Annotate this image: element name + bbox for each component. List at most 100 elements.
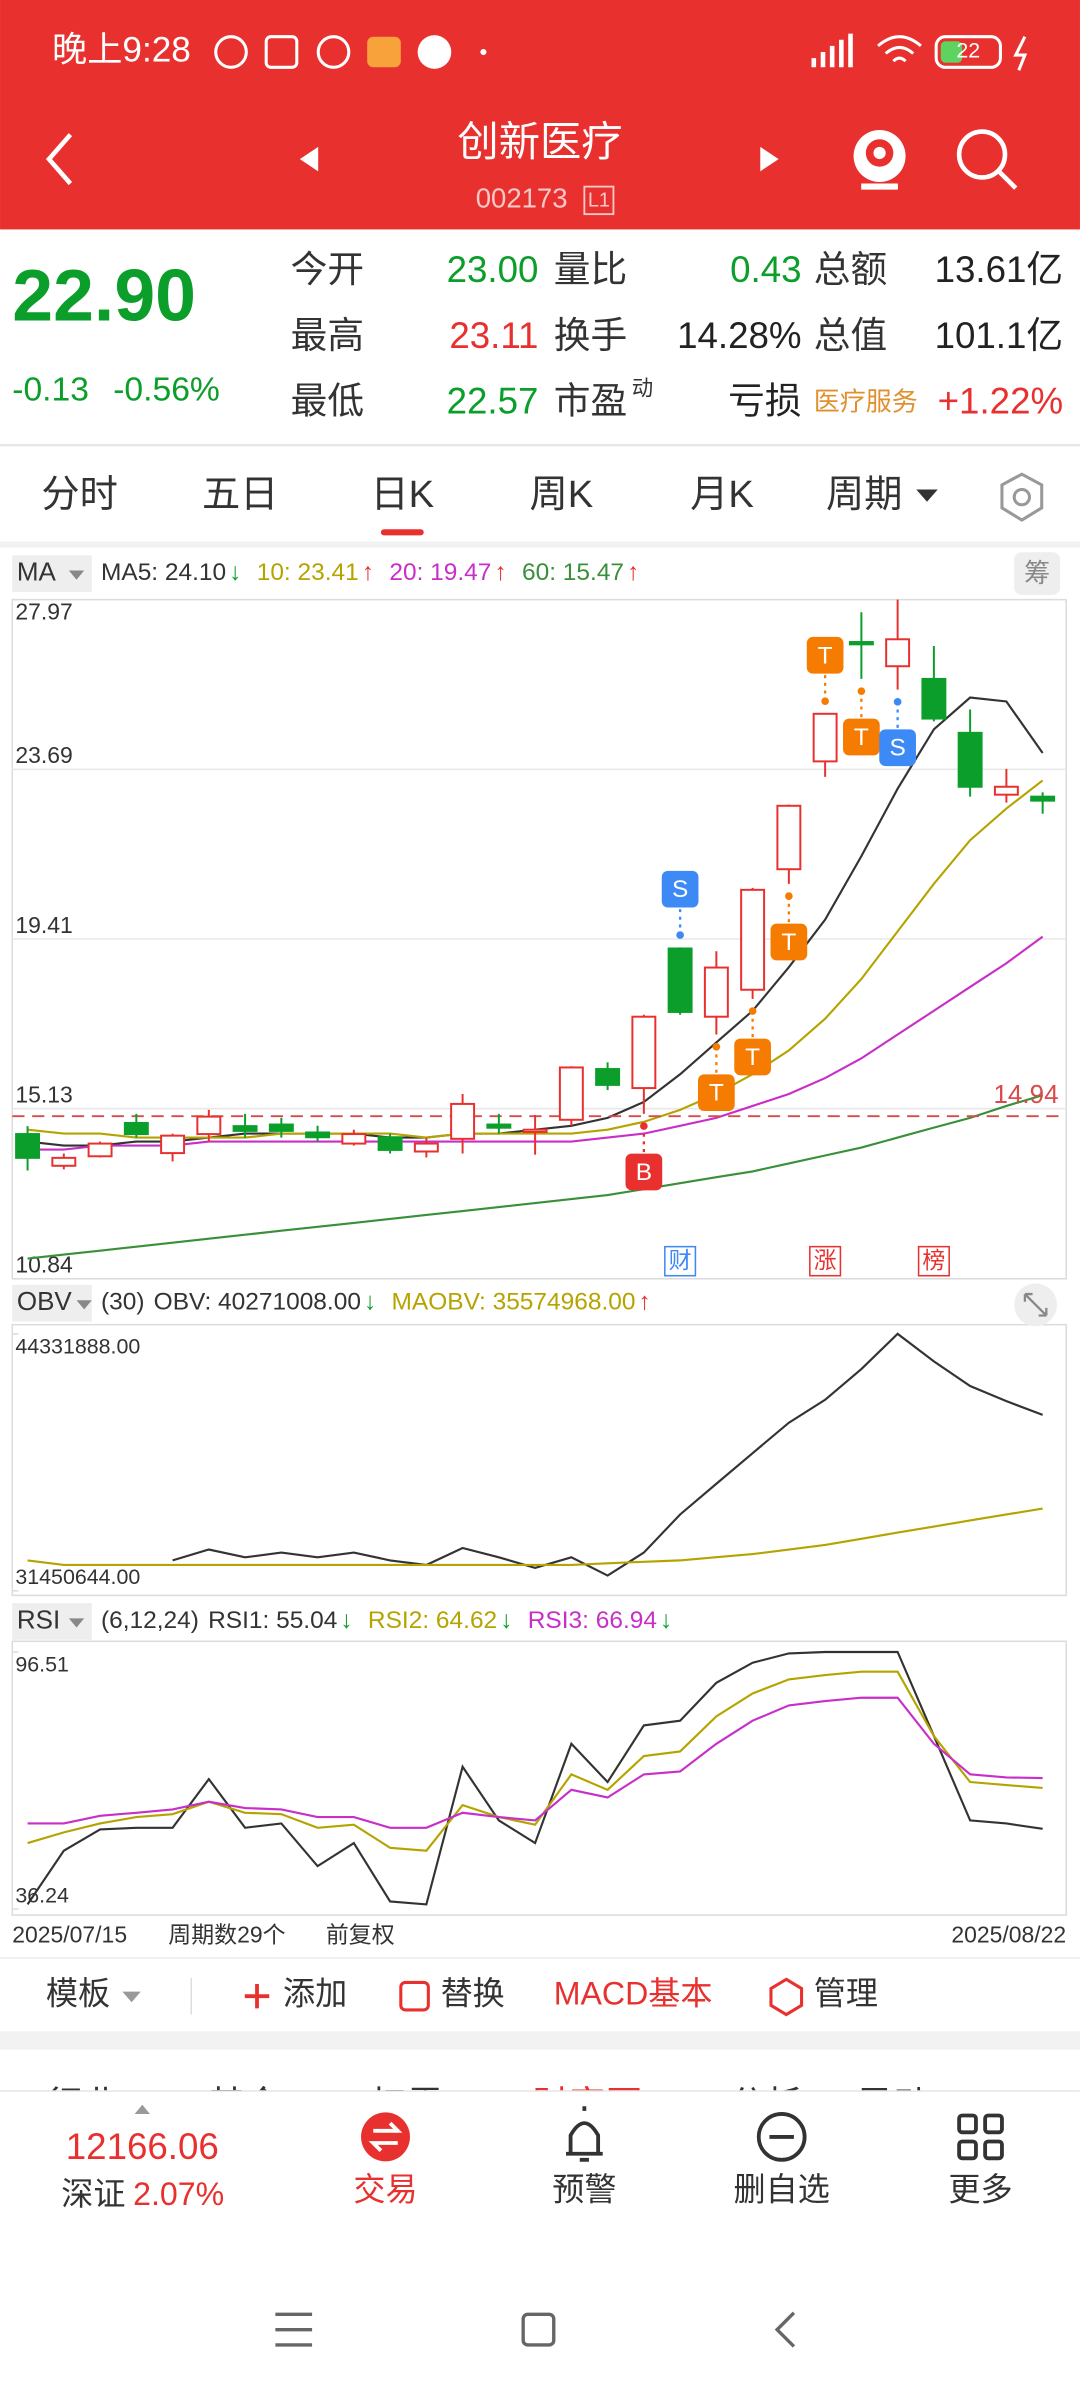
indicator-line xyxy=(27,779,1044,1139)
tab[interactable]: 日K xyxy=(370,473,434,516)
event-badge-text: 财 xyxy=(669,1247,692,1273)
field-value: 23.00 xyxy=(447,249,539,290)
home-key[interactable] xyxy=(521,2312,556,2347)
toolbar-add[interactable]: 添加 xyxy=(283,1976,347,2012)
field-label: 总额 xyxy=(814,249,887,290)
candle-body xyxy=(123,1121,149,1136)
legend-text: ↓ xyxy=(340,1607,352,1634)
prev-stock[interactable] xyxy=(299,146,319,172)
last-price: 22.90 xyxy=(12,255,196,337)
alert-icon xyxy=(566,2106,603,2162)
y-tick-label: 23.69 xyxy=(15,742,72,768)
field-value: 13.61亿 xyxy=(935,249,1064,290)
chip-button[interactable] xyxy=(1014,552,1061,596)
divider xyxy=(0,541,1080,548)
sub-tab: 基金 xyxy=(208,2085,281,2126)
tab[interactable]: 周K xyxy=(530,473,594,516)
bottom-nav-bg xyxy=(0,2091,1080,2400)
legend-text: ↓ xyxy=(229,559,241,586)
legend-text: 20: 19.47 xyxy=(389,559,491,586)
candle-body xyxy=(993,785,1019,796)
tab[interactable]: 周期 xyxy=(826,473,902,516)
signal-label: T xyxy=(745,1044,760,1071)
legend-text: OBV: 40271008.00 xyxy=(154,1289,361,1316)
index-change: 2.07% xyxy=(133,2176,224,2212)
expand-arrow xyxy=(134,2104,150,2114)
indicator-line xyxy=(27,1696,1043,1829)
field-value: +1.22% xyxy=(938,381,1064,422)
signal-dot xyxy=(676,931,684,939)
price-change-pct: -0.56% xyxy=(113,371,220,408)
signal-label: B xyxy=(636,1159,652,1186)
field-label: 换手 xyxy=(554,315,627,356)
y-tick-label: 36.24 xyxy=(15,1883,69,1907)
candle-body xyxy=(377,1136,403,1151)
indicator-line xyxy=(27,1094,1043,1260)
tab[interactable]: 分时 xyxy=(41,473,117,516)
candle-body xyxy=(486,1123,512,1129)
dropdown-arrow xyxy=(68,570,85,580)
nav-more[interactable]: 更多 xyxy=(948,2171,1012,2207)
level-tag: L1 xyxy=(588,189,610,211)
replace-icon xyxy=(399,1980,430,2012)
field-label: 今开 xyxy=(291,249,364,290)
index-name: 深证 xyxy=(61,2176,125,2212)
legend-text: ↓ xyxy=(660,1607,672,1634)
legend-text: MAOBV: 35574968.00 xyxy=(392,1289,636,1316)
indicator-line xyxy=(26,1650,1043,1906)
field-label: 最高 xyxy=(291,315,364,356)
event-badge[interactable] xyxy=(664,1245,697,1277)
mascot-button[interactable] xyxy=(853,130,906,190)
stock-code: 002173 xyxy=(476,183,568,214)
dropdown-arrow xyxy=(916,489,938,502)
toolbar-macd[interactable]: MACD基本 xyxy=(554,1976,713,2012)
candle-body xyxy=(631,1015,657,1090)
nav-remove[interactable]: 删自选 xyxy=(734,2171,830,2207)
candle-body xyxy=(268,1123,294,1132)
legend-text: RSI3: 66.94 xyxy=(528,1607,657,1634)
field-value: 23.11 xyxy=(449,315,538,356)
candle-body xyxy=(160,1134,186,1155)
chip-label: 筹 xyxy=(1024,558,1050,588)
toolbar-template[interactable]: 模板 xyxy=(46,1976,110,2012)
legend-text: ↓ xyxy=(364,1289,376,1316)
adjust-mode: 前复权 xyxy=(326,1922,395,1948)
event-badge[interactable] xyxy=(809,1245,842,1277)
signal-label: T xyxy=(818,642,833,669)
legend-text: (6,12,24) xyxy=(101,1607,199,1634)
sub-tab: AI分析 xyxy=(694,2085,802,2126)
toolbar-replace[interactable]: 替换 xyxy=(441,1976,505,2012)
event-badge[interactable] xyxy=(917,1245,950,1277)
field-label: 总值 xyxy=(814,315,887,356)
field-value: 22.57 xyxy=(447,381,539,422)
candle-body xyxy=(413,1142,439,1153)
tab[interactable]: 月K xyxy=(690,473,754,516)
signal-badge xyxy=(843,718,880,756)
legend-text: ↑ xyxy=(627,559,639,586)
settings-button[interactable] xyxy=(1000,472,1044,522)
signal-label: S xyxy=(672,876,688,903)
back-key[interactable] xyxy=(774,2311,796,2348)
indicator-selector[interactable] xyxy=(12,1284,92,1322)
candle-body xyxy=(740,888,766,991)
expand-button[interactable] xyxy=(1014,1283,1058,1327)
indicator-line xyxy=(172,1332,1044,1577)
toolbar-manage[interactable]: 管理 xyxy=(814,1976,878,2012)
signal-dot xyxy=(893,698,902,706)
candle-body xyxy=(776,804,802,871)
legend-text: (30) xyxy=(101,1289,145,1316)
dropdown-arrow xyxy=(122,1991,141,2003)
tab[interactable]: 五日 xyxy=(202,473,278,516)
menu-key[interactable] xyxy=(275,2312,313,2347)
candle-body xyxy=(1030,795,1056,802)
legend-text: MA5: 24.10 xyxy=(101,559,226,586)
nav-trade[interactable]: 交易 xyxy=(353,2171,417,2207)
field-label: 市盈 xyxy=(554,381,627,422)
next-stock[interactable] xyxy=(760,146,779,172)
search-button[interactable] xyxy=(956,129,1018,190)
candle-body xyxy=(450,1102,476,1140)
obv-frame xyxy=(11,1323,1067,1597)
back-button[interactable] xyxy=(45,133,73,186)
nav-alert[interactable]: 预警 xyxy=(552,2171,616,2207)
candle-body xyxy=(51,1156,77,1167)
